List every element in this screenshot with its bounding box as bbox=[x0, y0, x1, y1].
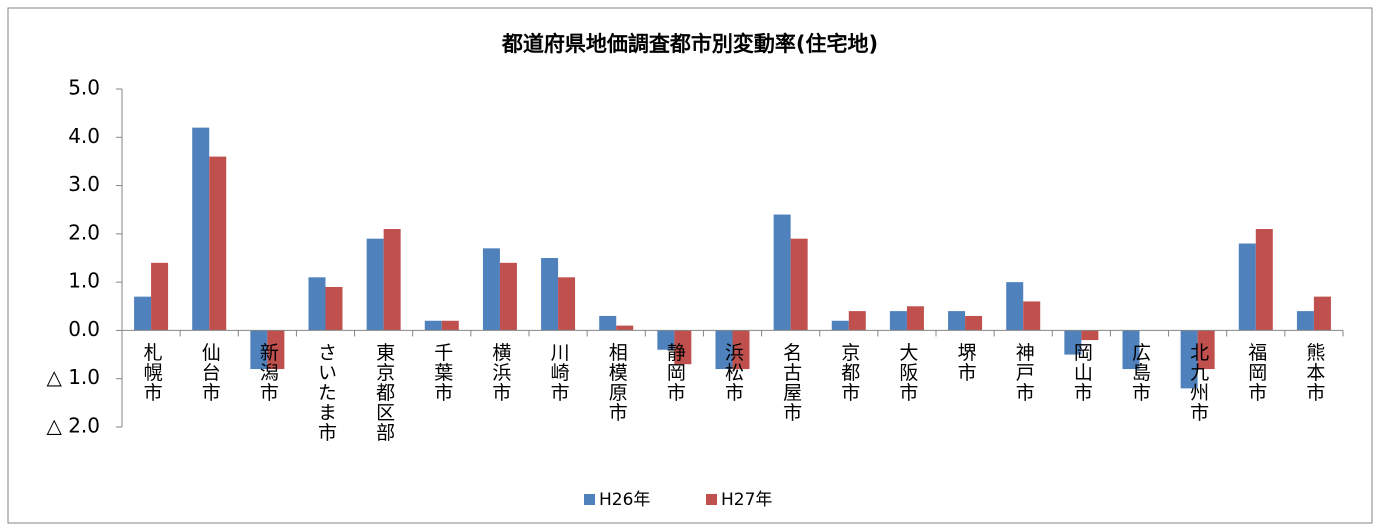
bar bbox=[790, 238, 808, 331]
bar bbox=[1238, 243, 1256, 331]
bar bbox=[383, 229, 401, 331]
bar bbox=[134, 296, 152, 331]
bar bbox=[209, 156, 227, 331]
bar bbox=[499, 262, 517, 331]
x-tick-label: 堺市 bbox=[955, 342, 977, 382]
x-tick-label: 熊本市 bbox=[1303, 342, 1325, 402]
y-tick-label: 4.0 bbox=[68, 124, 100, 148]
bar bbox=[657, 330, 675, 350]
y-tick-label: 2.0 bbox=[68, 220, 100, 244]
bar bbox=[1197, 330, 1215, 370]
legend-swatch bbox=[706, 494, 717, 505]
bar bbox=[1064, 330, 1082, 355]
bar bbox=[965, 315, 983, 331]
x-tick-label: 広島市 bbox=[1129, 342, 1151, 402]
x-tick-label: 相模原市 bbox=[606, 342, 628, 422]
bar bbox=[1180, 330, 1198, 389]
x-tick-label: 横浜市 bbox=[489, 342, 511, 402]
x-tick-label: 新潟市 bbox=[257, 342, 279, 402]
bar bbox=[250, 330, 268, 370]
bar bbox=[732, 330, 750, 370]
x-tick-label: 岡山市 bbox=[1071, 342, 1093, 402]
y-tick-label: 0.0 bbox=[68, 317, 100, 341]
bar bbox=[267, 330, 285, 370]
x-tick-label: 浜松市 bbox=[722, 342, 744, 402]
chart-frame bbox=[7, 7, 1373, 524]
bar bbox=[889, 311, 907, 331]
bar bbox=[948, 311, 966, 331]
bar bbox=[831, 320, 849, 331]
bar bbox=[308, 277, 326, 331]
x-tick-label: 川崎市 bbox=[548, 342, 570, 402]
bar bbox=[192, 127, 210, 331]
bar bbox=[1006, 282, 1024, 331]
bar bbox=[715, 330, 733, 370]
x-tick-label: 京都市 bbox=[838, 342, 860, 402]
bar bbox=[1081, 330, 1099, 341]
bar bbox=[599, 315, 617, 331]
bar bbox=[1023, 301, 1041, 331]
bar bbox=[1313, 296, 1331, 331]
y-tick-label: 1.0 bbox=[68, 269, 100, 293]
bar bbox=[325, 286, 343, 331]
legend-swatch bbox=[584, 494, 595, 505]
x-tick-label: さいたま市 bbox=[315, 342, 337, 442]
x-tick-label: 北九州市 bbox=[1187, 342, 1209, 422]
x-tick-label: 静岡市 bbox=[664, 342, 686, 402]
y-tick-label: 5.0 bbox=[68, 76, 100, 100]
legend-label: H26年 bbox=[599, 490, 650, 510]
bar bbox=[906, 306, 924, 331]
x-tick-label: 大阪市 bbox=[896, 342, 918, 402]
x-tick-label: 東京都区部 bbox=[373, 342, 395, 442]
bar bbox=[848, 311, 866, 331]
x-tick-label: 名古屋市 bbox=[780, 342, 802, 422]
bar bbox=[558, 277, 576, 331]
bar bbox=[151, 262, 169, 331]
x-tick-label: 神戸市 bbox=[1013, 342, 1035, 402]
bar bbox=[366, 238, 384, 331]
bar bbox=[674, 330, 692, 365]
x-tick-label: 仙台市 bbox=[199, 342, 221, 402]
x-tick-label: 札幌市 bbox=[141, 342, 163, 402]
bar bbox=[773, 214, 791, 331]
bar bbox=[1122, 330, 1140, 370]
bar bbox=[482, 248, 500, 331]
bar bbox=[1296, 311, 1314, 331]
bar bbox=[424, 320, 442, 331]
x-tick-label: 福岡市 bbox=[1245, 342, 1267, 402]
y-tick-label: △ 2.0 bbox=[46, 414, 100, 438]
bar bbox=[541, 258, 559, 331]
y-tick-label: △ 1.0 bbox=[46, 365, 100, 389]
chart-title: 都道府県地価調査都市別変動率(住宅地) bbox=[501, 32, 878, 56]
y-tick-label: 3.0 bbox=[68, 172, 100, 196]
x-tick-label: 千葉市 bbox=[431, 342, 453, 402]
legend-label: H27年 bbox=[721, 490, 772, 510]
bar bbox=[441, 320, 459, 331]
bar bbox=[1255, 229, 1273, 331]
bar bbox=[616, 325, 634, 331]
